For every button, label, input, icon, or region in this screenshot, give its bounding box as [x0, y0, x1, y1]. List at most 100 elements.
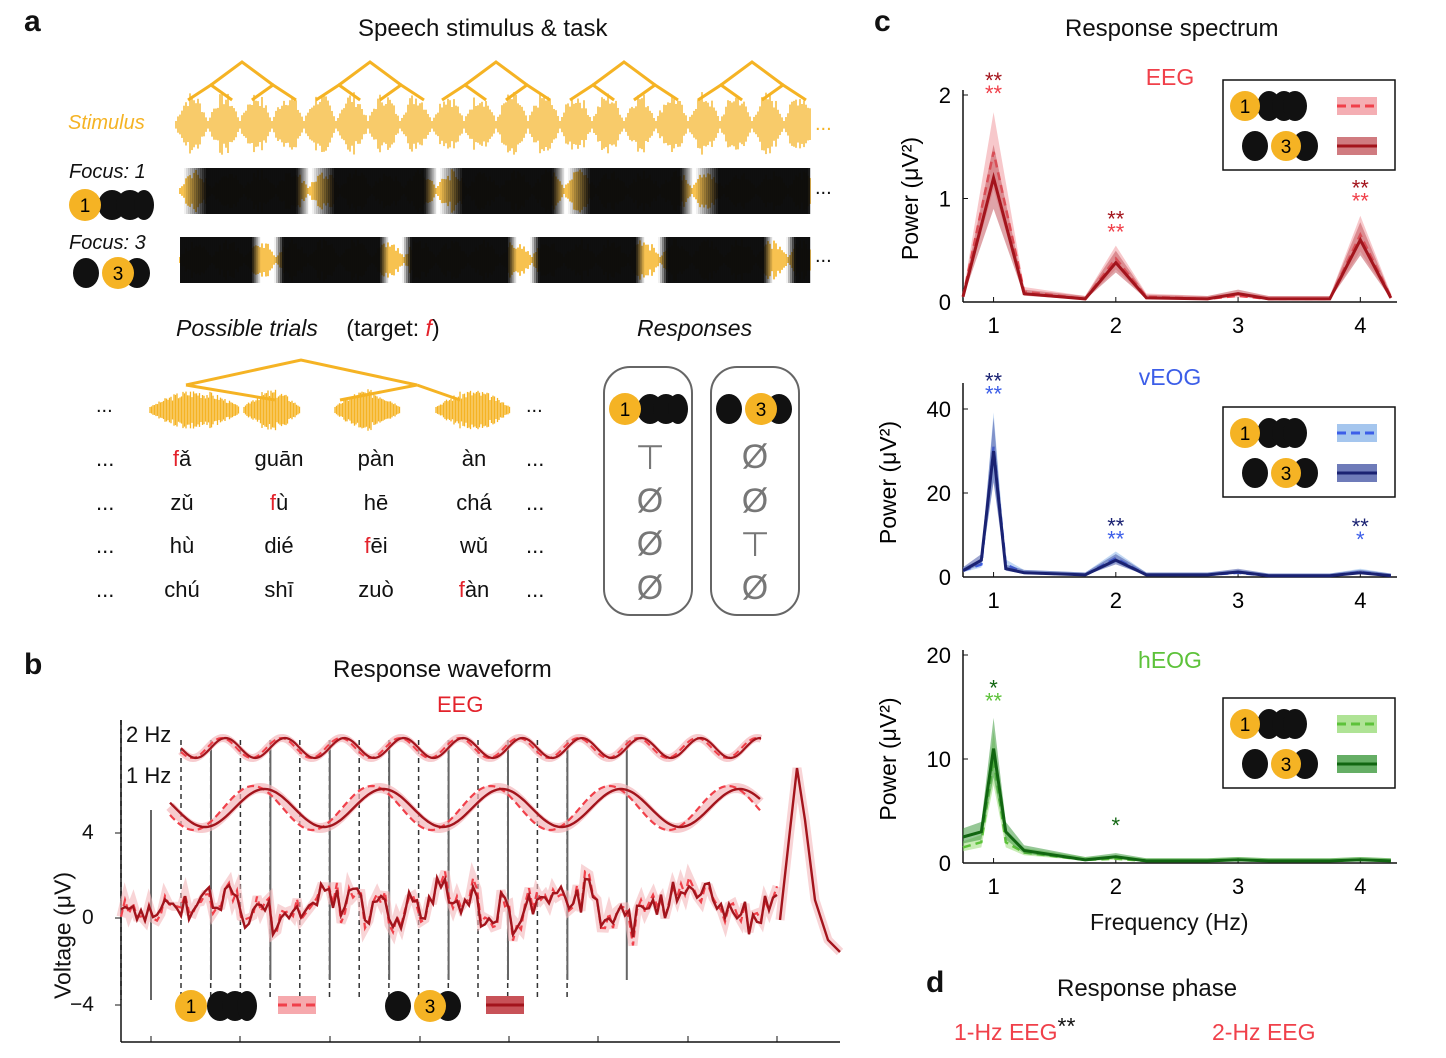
response-box-focus3 [710, 366, 800, 616]
focus3-masked-waveform [179, 237, 811, 283]
syllable-cell: chá [444, 490, 504, 516]
spectrum-ytick-label: 20 [927, 643, 951, 668]
svg-text:1: 1 [620, 400, 631, 421]
spectrum-title: EEG [1146, 64, 1195, 90]
phase-label-1hz-text: 1-Hz EEG [954, 1019, 1058, 1045]
syllable-text: hù [169, 533, 195, 558]
phase-label-2hz: 2-Hz EEG [1212, 1019, 1316, 1045]
syllable-cell: hù [152, 533, 212, 559]
trial-ellipsis-left: ... [96, 395, 113, 417]
panel-c-title: Response spectrum [1065, 15, 1279, 42]
syllable-text: ǎ [178, 446, 192, 471]
stimulus-label: Stimulus [68, 112, 145, 134]
significance-stars: ** [985, 369, 1003, 394]
spectrum-title: vEOG [1139, 364, 1202, 390]
focus1-masked-waveform [179, 168, 811, 214]
syllable-cell: àn [444, 446, 504, 472]
possible-trials-label: Possible trials [176, 315, 318, 341]
panel-a-title: Speech stimulus & task [358, 15, 608, 42]
syllable-text: zǔ [170, 490, 194, 515]
significance-stars: ** [985, 68, 1003, 93]
spectrum-line [962, 748, 1391, 863]
syllable-text: wǔ [459, 533, 489, 558]
svg-text:1: 1 [80, 196, 91, 217]
panel-letter-a: a [24, 5, 41, 38]
trial-waveform [149, 389, 511, 431]
spectrum-line [961, 151, 1393, 301]
spectrum-xtick-label: 3 [1232, 874, 1244, 899]
target-prefix: (target: [346, 315, 426, 341]
syllable-text: shī [264, 577, 294, 602]
spectrum-legend: 13 [1222, 79, 1396, 171]
spectrum-xtick-label: 2 [1110, 313, 1122, 338]
waveform-x-ticks [150, 1036, 778, 1042]
possible-trials-heading: Possible trials (target: f) [176, 315, 440, 342]
spectrum-xtick-label: 4 [1354, 588, 1366, 613]
row-ellipsis-left: ... [96, 577, 115, 602]
spectrum-xtick-label: 4 [1354, 313, 1366, 338]
significance-stars: ** [1107, 219, 1125, 244]
svg-text:3: 3 [113, 264, 124, 285]
spectrum-xtick-label: 1 [987, 874, 999, 899]
focus3-icon: 3 [73, 257, 150, 289]
target-suffix: ) [431, 315, 440, 341]
target-initial: f [269, 490, 276, 515]
svg-text:3: 3 [1281, 755, 1292, 776]
spectrum-ytick-label: 0 [939, 290, 951, 315]
response-icon-focus1: 1 [609, 393, 688, 425]
panel-a-graphic [149, 60, 811, 616]
panel-b-modality: EEG [437, 692, 484, 717]
label-1hz: 1 Hz [126, 763, 172, 788]
response-box-focus1 [603, 366, 693, 616]
spectrum-line [962, 450, 1392, 578]
focus1-ellipsis: ... [815, 177, 832, 199]
spectrum-xtick-label: 3 [1232, 588, 1244, 613]
spectrum-xtick-label: 1 [987, 588, 999, 613]
focus1-label: Focus: 1 [69, 161, 146, 183]
syllable-cell: chú [152, 577, 212, 603]
waveform-plot: 1 3 [115, 720, 844, 1043]
panel-letter-b: b [24, 648, 43, 681]
syllable-text: ēi [370, 533, 388, 558]
syllable-cell: wǔ [444, 533, 504, 559]
significance-stars: ** [985, 382, 1003, 407]
row-ellipsis-left: ... [96, 446, 115, 471]
target-initial: f [172, 446, 179, 471]
ytick-neg4: −4 [70, 993, 94, 1016]
svg-text:3: 3 [756, 400, 767, 421]
response-focus1: Ø [636, 482, 664, 520]
target-letter: f [425, 315, 432, 341]
spectrum-xtick-label: 1 [987, 313, 999, 338]
syllable-cell: zuò [346, 577, 406, 603]
significance-stars: * [1112, 813, 1121, 838]
spectrum-ytick-label: 40 [927, 397, 951, 422]
panel-c-xlabel: Frequency (Hz) [1090, 909, 1249, 935]
row-ellipsis-right: ... [526, 490, 545, 515]
waveform-traces [116, 733, 844, 956]
significance-stars: ** [1352, 176, 1370, 201]
syllable-text: hē [363, 490, 389, 515]
spectrum-ytick-label: 1 [939, 187, 951, 212]
focus1-icon: 1 [69, 189, 154, 221]
spectrum-xtick-label: 3 [1232, 313, 1244, 338]
spectrum-legend: 13 [1222, 406, 1396, 498]
syllable-text: chú [164, 577, 200, 602]
response-focus3: Ø [741, 482, 769, 520]
svg-text:3: 3 [1281, 137, 1292, 158]
syllable-text: chá [456, 490, 492, 515]
row-ellipsis-right: ... [526, 577, 545, 602]
significance-stars: ** [1352, 189, 1370, 214]
syllable-cell: fàn [444, 577, 504, 603]
spectrum-line [961, 171, 1393, 301]
syllable-cell: dié [249, 533, 309, 559]
phase-label-1hz: 1-Hz EEG** [954, 1013, 1075, 1046]
panel-b-title: Response waveform [333, 656, 552, 683]
response-focus3: Ø [741, 569, 769, 607]
target-initial: f [458, 577, 465, 602]
spectrum-ylabel: Power (μV²) [875, 697, 901, 820]
focus3-label: Focus: 3 [69, 232, 146, 254]
spectrum-xtick-label: 2 [1110, 588, 1122, 613]
